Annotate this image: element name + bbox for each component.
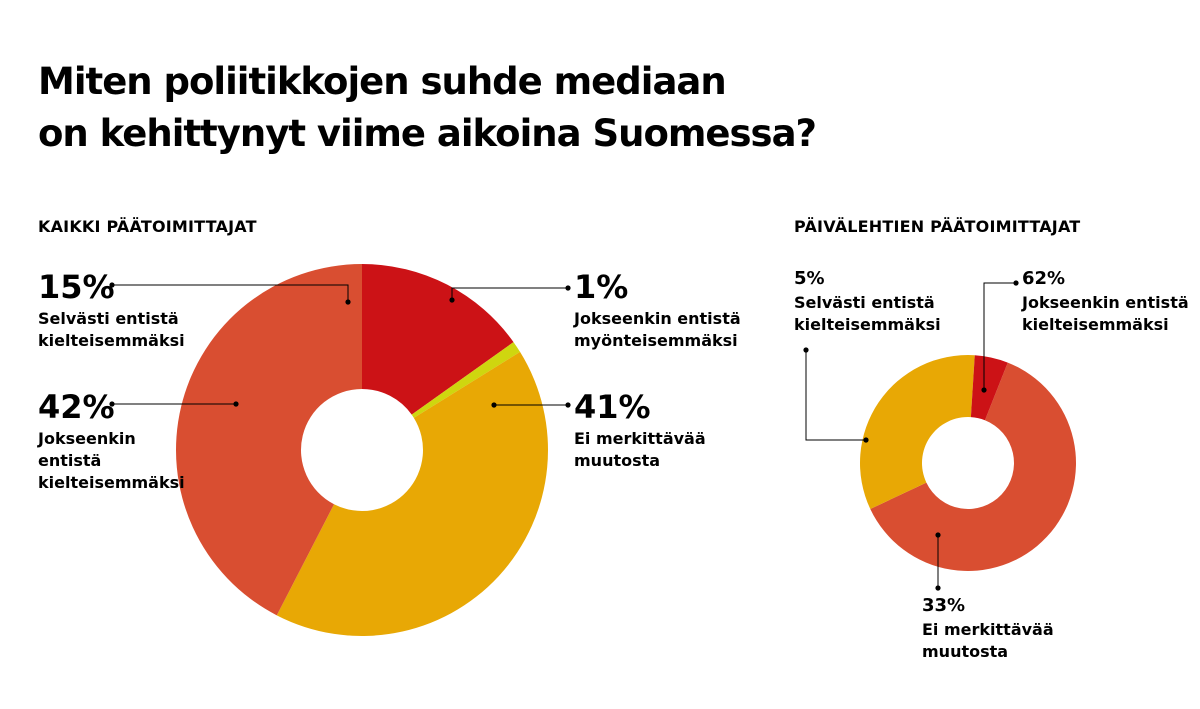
data-label: 1%	[574, 268, 629, 306]
category-label-line: Jokseenkin entistä	[574, 308, 741, 328]
data-label: 5%	[794, 268, 825, 289]
leader-dot	[345, 299, 351, 305]
donut-slice	[411, 342, 521, 418]
donut-slice	[276, 351, 548, 636]
donut-slice	[362, 264, 514, 415]
category-label-line: Jokseenkin	[38, 428, 136, 448]
leader-dot	[935, 532, 941, 538]
leader-dot	[449, 297, 455, 303]
category-label-line: kielteisemmäksi	[38, 330, 185, 350]
chart-title: Miten poliitikkojen suhde mediaan on keh…	[38, 56, 817, 160]
category-label-line: muutosta	[922, 642, 1009, 662]
category-label-line: muutosta	[574, 450, 661, 470]
leader-dot	[109, 401, 115, 407]
category-label-line: Ei merkittävää	[922, 620, 1054, 640]
category-label: Jokseenkin entistä kielteisemmäksi	[1022, 292, 1189, 336]
data-label: 33%	[922, 595, 966, 616]
category-label: Ei merkittävää muutosta	[574, 428, 706, 472]
category-label: Jokseenkin entistä kielteisemmäksi	[38, 428, 185, 494]
donut-slice	[870, 362, 1077, 572]
category-label: Selvästi entistä kielteisemmäksi	[38, 308, 185, 352]
leader-dot	[233, 401, 239, 407]
leader-dot	[565, 402, 571, 408]
subtitle-all-editors: KAIKKI PÄÄTOIMITTAJAT	[38, 217, 257, 236]
category-label-line: Ei merkittävää	[574, 428, 706, 448]
category-label-line: Jokseenkin entistä	[1022, 293, 1189, 313]
leader-dot	[109, 282, 115, 288]
category-label-line: kielteisemmäksi	[38, 472, 185, 492]
category-label-line: kielteisemmäksi	[1022, 315, 1169, 335]
category-label: Selvästi entistä kielteisemmäksi	[794, 292, 941, 336]
leader-dot	[491, 402, 497, 408]
leader-dot	[803, 347, 809, 353]
category-label-line: Selvästi entistä	[794, 293, 935, 313]
donut-slice	[970, 355, 1008, 421]
leader-dot	[565, 285, 571, 291]
leader-line	[983, 282, 1016, 390]
leader-dot	[935, 585, 941, 591]
data-label: 62%	[1022, 268, 1066, 289]
donut-slice	[859, 354, 975, 509]
leader-dot	[981, 387, 987, 393]
donut-slice	[176, 264, 362, 616]
leader-line	[112, 284, 349, 302]
category-label: Ei merkittävää muutosta	[922, 619, 1054, 663]
category-label-line: Selvästi entistä	[38, 308, 179, 328]
leader-dot	[863, 437, 869, 443]
category-label-line: myönteisemmäksi	[574, 330, 738, 350]
data-label: 15%	[38, 268, 115, 306]
leader-dot	[1013, 280, 1019, 286]
category-label-line: entistä	[38, 450, 102, 470]
leader-line	[805, 350, 866, 441]
leader-line	[451, 287, 568, 300]
chart-title-line-1: Miten poliitikkojen suhde mediaan	[38, 60, 727, 103]
data-label: 42%	[38, 388, 115, 426]
category-label-line: kielteisemmäksi	[794, 315, 941, 335]
subtitle-newspaper-editors: PÄIVÄLEHTIEN PÄÄTOIMITTAJAT	[794, 217, 1081, 236]
chart-title-line-2: on kehittynyt viime aikoina Suomessa?	[38, 112, 817, 155]
category-label: Jokseenkin entistä myönteisemmäksi	[574, 308, 741, 352]
data-label: 41%	[574, 388, 651, 426]
